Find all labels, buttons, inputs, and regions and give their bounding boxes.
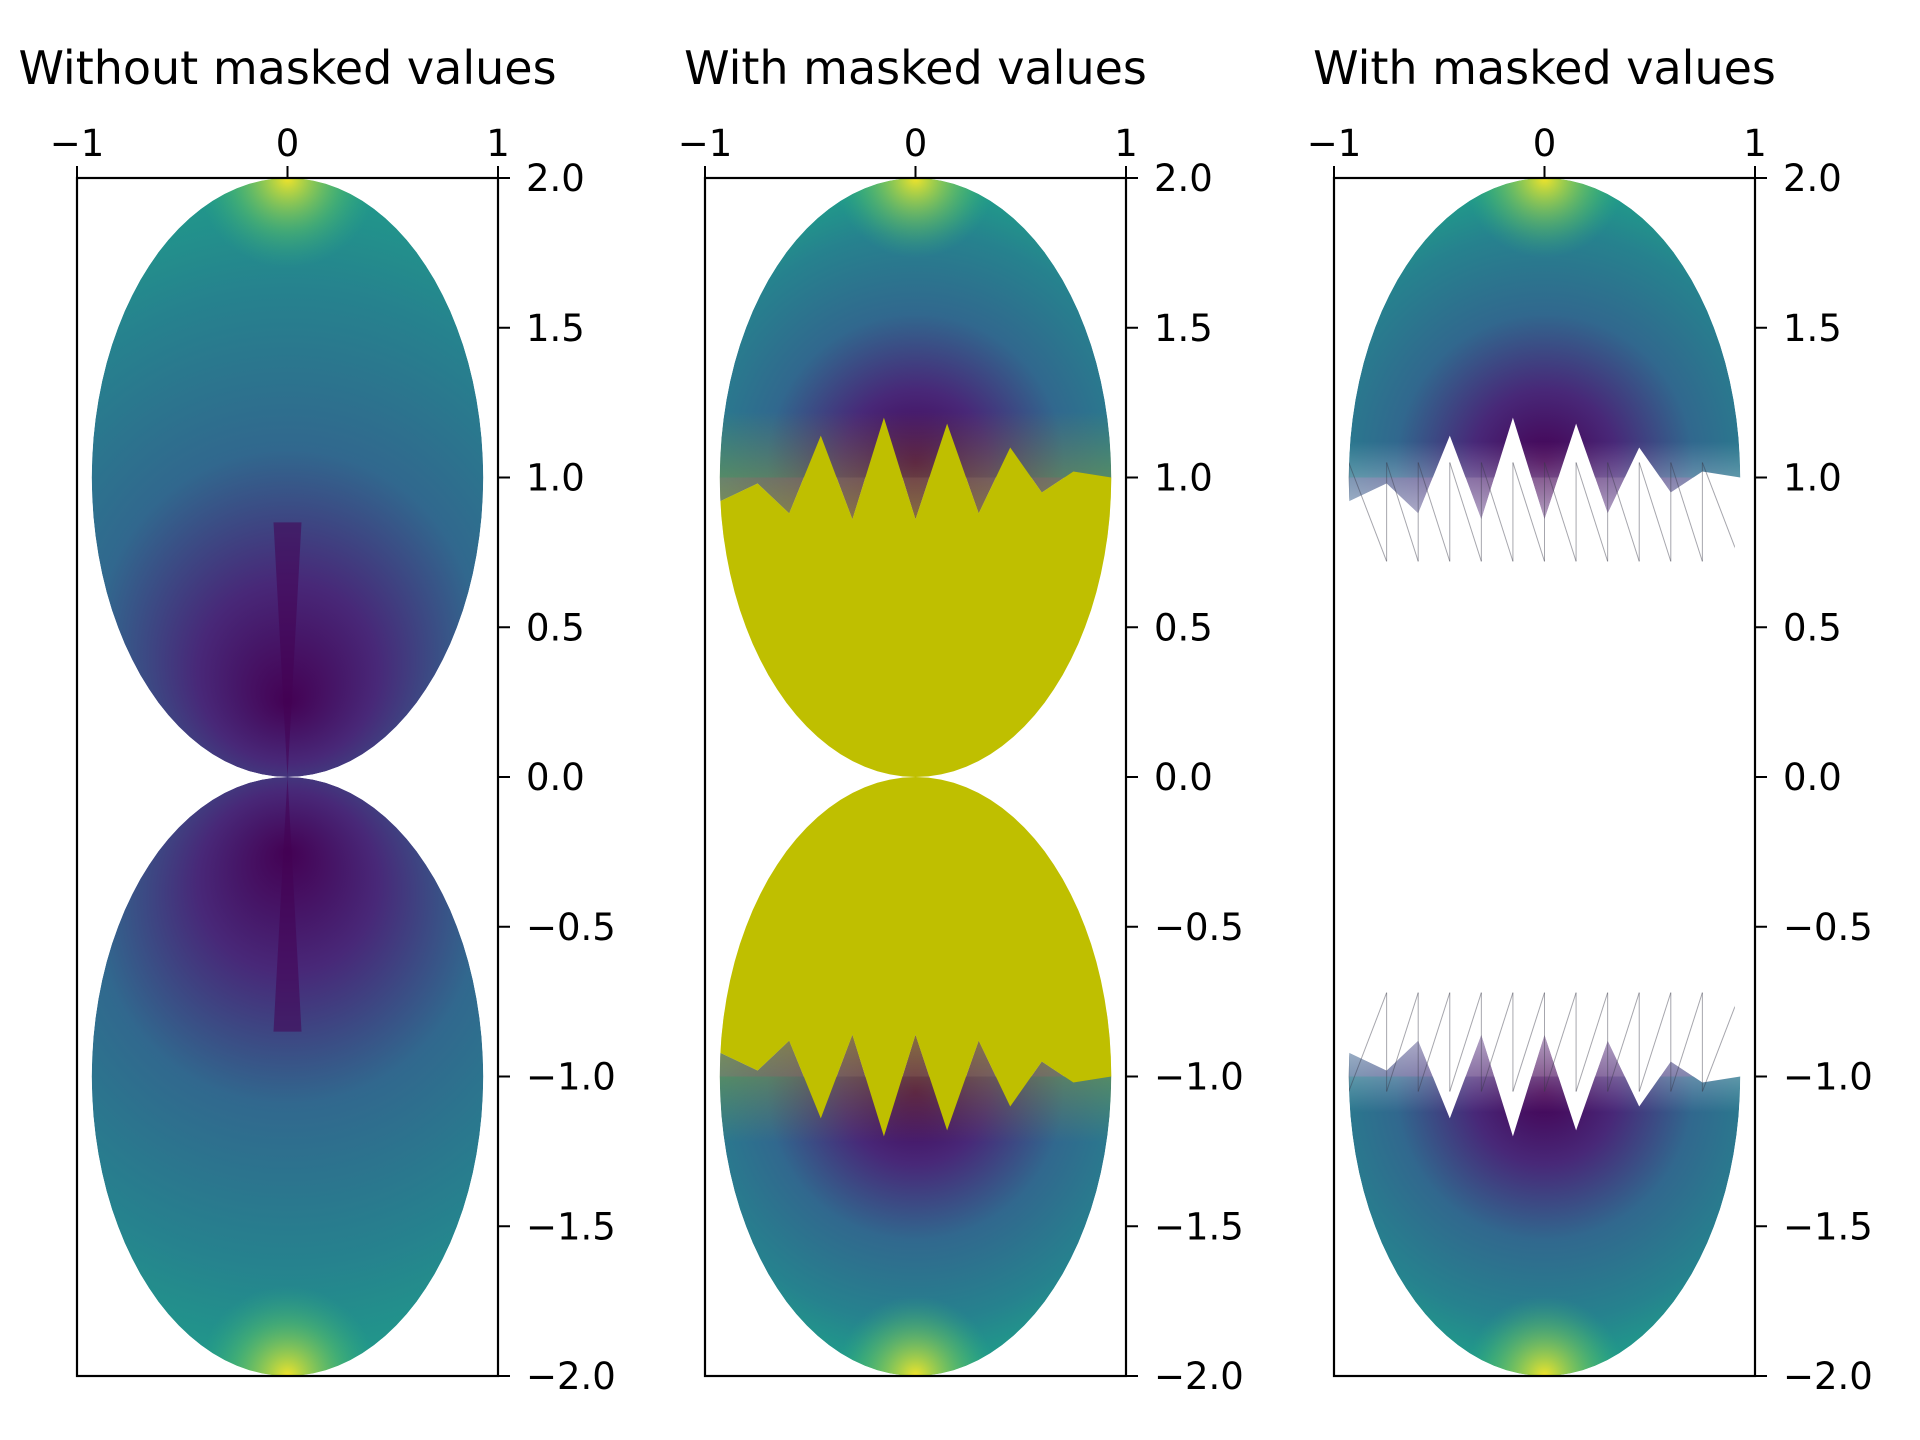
panel-2-title: With masked values xyxy=(684,41,1147,95)
panel-1-title: Without masked values xyxy=(18,41,556,95)
panel-2-x-tick-label: 0 xyxy=(904,122,928,165)
panel-3-y-tick-label: 0.0 xyxy=(1783,756,1842,799)
panel-3-plot-area xyxy=(1348,178,1741,1376)
panel-3-title: With masked values xyxy=(1313,41,1776,95)
panel-1-y-tick-label: −2.0 xyxy=(526,1355,616,1398)
panel-2-y-tick-label: 0.0 xyxy=(1154,756,1213,799)
panel-2-x-tick-label: 1 xyxy=(1114,122,1138,165)
panel-3-y-tick-label: −0.5 xyxy=(1783,906,1873,949)
panel-2-y-tick-label: −0.5 xyxy=(1154,906,1244,949)
panel-2-x-ticks: −1 0 1 xyxy=(678,122,1138,178)
panel-1-y-tick-label: 0.0 xyxy=(526,756,585,799)
panel-3-y-ticks: 2.0 1.5 1.0 0.5 0.0 −0.5 −1.0 −1.5 −2.0 xyxy=(1755,157,1873,1398)
panel-2: With masked values −1 0 1 2.0 1.5 1.0 0.… xyxy=(678,41,1244,1398)
panel-1-x-tick-label: 1 xyxy=(486,122,510,165)
panel-3-y-tick-label: −1.0 xyxy=(1783,1056,1873,1099)
panel-3-x-tick-label: −1 xyxy=(1307,122,1362,165)
panel-1: Without masked values −1 0 1 2.0 1.5 1.0… xyxy=(18,41,615,1398)
panel-2-y-tick-label: 2.0 xyxy=(1154,157,1213,200)
panel-1-x-tick-label: −1 xyxy=(50,122,105,165)
panel-3-x-ticks: −1 0 1 xyxy=(1307,122,1767,178)
panel-2-y-ticks: 2.0 1.5 1.0 0.5 0.0 −0.5 −1.0 −1.5 −2.0 xyxy=(1126,157,1244,1398)
panel-3-y-tick-label: 1.0 xyxy=(1783,457,1842,500)
panel-2-y-tick-label: 0.5 xyxy=(1154,606,1213,649)
panel-1-x-ticks: −1 0 1 xyxy=(50,122,510,178)
panel-2-y-tick-label: −1.5 xyxy=(1154,1205,1244,1248)
panel-1-y-tick-label: 0.5 xyxy=(526,606,585,649)
panel-2-y-tick-label: 1.0 xyxy=(1154,457,1213,500)
panel-3-y-tick-label: 0.5 xyxy=(1783,606,1842,649)
panel-3-y-tick-label: 1.5 xyxy=(1783,307,1842,350)
panel-2-y-tick-label: −1.0 xyxy=(1154,1056,1244,1099)
panel-1-plot-area xyxy=(91,178,484,1376)
panel-3-y-tick-label: −1.5 xyxy=(1783,1205,1873,1248)
panel-3-y-tick-label: 2.0 xyxy=(1783,157,1842,200)
panel-2-x-tick-label: −1 xyxy=(678,122,733,165)
panel-1-y-tick-label: −1.5 xyxy=(526,1205,616,1248)
panel-2-y-tick-label: 1.5 xyxy=(1154,307,1213,350)
lower-mesh xyxy=(1348,992,1741,1092)
panel-2-plot-area xyxy=(719,178,1112,1376)
panel-1-x-tick-label: 0 xyxy=(276,122,300,165)
panel-3-x-tick-label: 1 xyxy=(1743,122,1767,165)
panel-1-y-tick-label: 1.5 xyxy=(526,307,585,350)
panel-1-y-ticks: 2.0 1.5 1.0 0.5 0.0 −0.5 −1.0 −1.5 −2.0 xyxy=(498,157,616,1398)
panel-3-x-tick-label: 0 xyxy=(1533,122,1557,165)
panel-3-y-tick-label: −2.0 xyxy=(1783,1355,1873,1398)
panel-2-y-tick-label: −2.0 xyxy=(1154,1355,1244,1398)
panel-1-y-tick-label: 1.0 xyxy=(526,457,585,500)
panel-1-y-tick-label: −0.5 xyxy=(526,906,616,949)
panel-1-y-tick-label: 2.0 xyxy=(526,157,585,200)
panel-1-y-tick-label: −1.0 xyxy=(526,1056,616,1099)
panel-3: With masked values −1 0 1 2.0 1.5 1.0 0.… xyxy=(1307,41,1873,1398)
